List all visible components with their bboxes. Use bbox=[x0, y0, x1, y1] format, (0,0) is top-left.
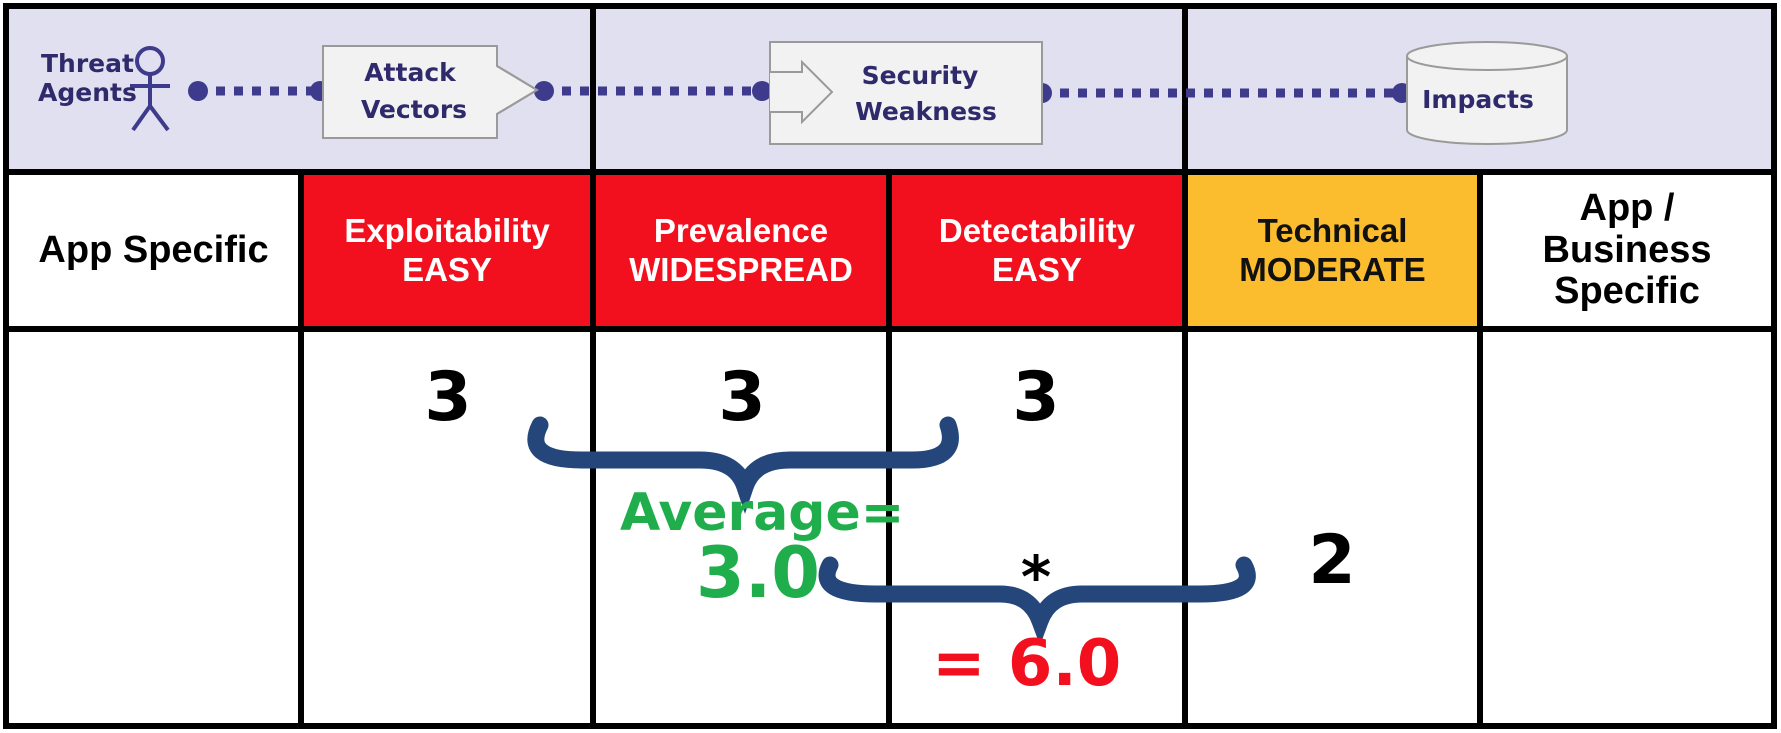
security-weakness-label-2: Weakness bbox=[855, 97, 997, 126]
multiply-brace-icon bbox=[818, 556, 1256, 646]
attack-vectors-label-1: Attack bbox=[364, 58, 457, 87]
technical-label: Technical bbox=[1257, 211, 1408, 249]
threat-agents-label-2: Agents bbox=[38, 78, 137, 107]
impacts-cylinder-icon bbox=[1406, 41, 1568, 145]
security-weakness-box bbox=[769, 41, 1043, 145]
detectability-level: EASY bbox=[992, 250, 1082, 288]
person-icon bbox=[130, 46, 170, 132]
app-specific-label: App Specific bbox=[38, 229, 269, 272]
threat-agents-label-1: Threat bbox=[41, 49, 134, 78]
header-technical: Technical MODERATE bbox=[1188, 175, 1477, 326]
detectability-label: Detectability bbox=[938, 211, 1136, 249]
header-app-specific: App Specific bbox=[9, 175, 298, 326]
detectability-score: 3 bbox=[1012, 358, 1060, 437]
exploitability-score: 3 bbox=[424, 358, 472, 437]
exploitability-label: Exploitability bbox=[344, 211, 550, 249]
prevalence-level: WIDESPREAD bbox=[629, 250, 853, 288]
average-value: 3.0 bbox=[696, 532, 821, 614]
multiply-symbol: * bbox=[1020, 543, 1052, 611]
exploitability-level: EASY bbox=[402, 250, 492, 288]
header-prevalence: Prevalence WIDESPREAD bbox=[596, 175, 886, 326]
header-business-specific: App / Business Specific bbox=[1483, 175, 1771, 326]
technical-level: MODERATE bbox=[1239, 250, 1426, 288]
business-label-3: Specific bbox=[1554, 270, 1700, 313]
average-brace-icon bbox=[527, 416, 959, 514]
risk-result: = 6.0 bbox=[932, 627, 1122, 701]
business-label-1: App / bbox=[1579, 186, 1675, 229]
prevalence-score: 3 bbox=[718, 358, 766, 437]
technical-score: 2 bbox=[1308, 521, 1356, 600]
attack-vectors-label-2: Vectors bbox=[361, 95, 467, 124]
impacts-label: Impacts bbox=[1422, 85, 1534, 114]
business-label-2: Business bbox=[1542, 228, 1712, 271]
security-weakness-label-1: Security bbox=[862, 61, 979, 90]
average-label: Average= bbox=[620, 483, 905, 543]
prevalence-label: Prevalence bbox=[653, 211, 829, 249]
attack-vectors-box bbox=[322, 45, 539, 139]
table-grid bbox=[3, 3, 1777, 729]
flow-connectors bbox=[198, 86, 1402, 98]
header-detectability: Detectability EASY bbox=[892, 175, 1182, 326]
header-exploitability: Exploitability EASY bbox=[304, 175, 590, 326]
